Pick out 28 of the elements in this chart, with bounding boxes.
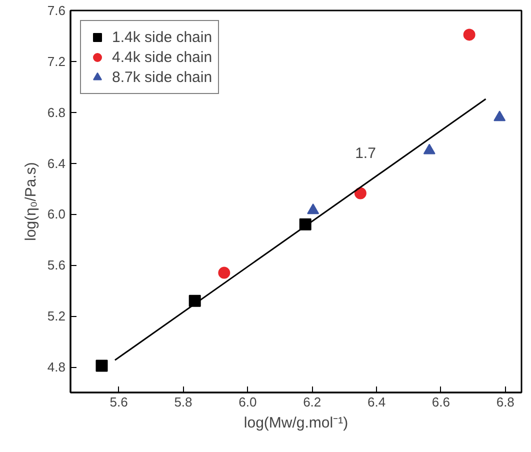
y-tick-label: 7.2 [47,54,66,69]
x-axis-title: log(Mw/g.mol⁻¹) [244,414,348,432]
point [494,110,506,122]
x-tick-label: 5.6 [110,394,128,410]
y-axis-title: log(η₀/Pa.s) [22,162,40,241]
y-tick-label: 5.2 [47,308,66,324]
point [354,187,366,200]
point [96,360,108,372]
y-tick-label: 5.6 [47,258,66,273]
point [218,266,230,279]
x-tick-label: 6.2 [303,394,322,410]
x-tick-label: 6.4 [368,394,386,410]
x-tick-label: 6.6 [432,394,450,410]
annotation: 1.7 [355,145,376,162]
x-tick-label: 5.8 [174,394,192,410]
legend-label: 1.4k side chain [112,28,212,46]
legend-label: 8.7k side chain [112,68,212,86]
y-tick-label: 6.0 [47,206,66,222]
x-tick-label: 6.8 [496,394,514,410]
point [307,204,320,214]
x-tick-label: 6.0 [238,394,257,410]
legend-label: 4.4k side chain [112,48,212,66]
y-tick-label: 6.8 [47,104,66,120]
y-tick-label: 6.4 [47,156,66,171]
y-tick-label: 4.8 [47,360,66,375]
point [423,144,436,154]
point [463,28,476,41]
y-tick-label: 7.6 [47,3,66,18]
